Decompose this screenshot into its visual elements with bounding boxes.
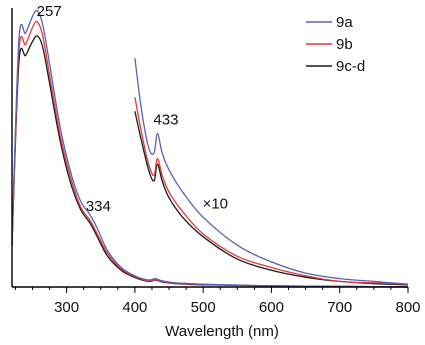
axes-layer [11, 8, 408, 288]
x-tick-label: 500 [191, 299, 216, 316]
series-line-x10-9c-d [134, 111, 409, 286]
peak-annotation: 334 [86, 198, 111, 215]
x-tick-label: 400 [122, 299, 147, 316]
curves-layer [11, 9, 409, 288]
series-line-x10-9a [134, 58, 409, 285]
peak-annotation: 433 [153, 112, 178, 129]
series-line-9a [11, 9, 409, 288]
peak-annotation: 257 [37, 3, 62, 20]
legend: 9a 9b 9c-d [306, 14, 365, 75]
x-tick-label: 600 [259, 299, 284, 316]
series-line-x10-9b [134, 97, 409, 285]
x-tick-label: 300 [54, 299, 79, 316]
x-tick-label: 800 [395, 299, 420, 316]
x-ticks-layer: 300 400 500 600 700 800 [14, 287, 421, 316]
x-axis-title: Wavelength (nm) [165, 323, 279, 340]
legend-label-9b: 9b [336, 36, 353, 53]
peak-annotation: ×10 [203, 195, 228, 212]
legend-label-9a: 9a [336, 14, 353, 31]
legend-label-9c-d: 9c-d [336, 58, 365, 75]
x-tick-label: 700 [327, 299, 352, 316]
annotations-layer: 257 334 433 ×10 [37, 3, 228, 215]
